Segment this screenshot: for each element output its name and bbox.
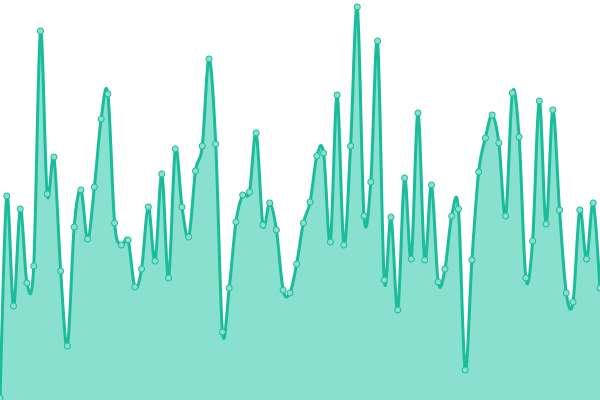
data-point-82 (549, 106, 557, 114)
data-markers (0, 3, 600, 400)
data-point-27 (178, 203, 186, 211)
data-point-1 (3, 192, 11, 200)
data-point-66 (441, 265, 449, 273)
data-point-68 (454, 205, 462, 213)
data-point-41 (272, 226, 280, 234)
data-point-35 (232, 218, 240, 226)
data-point-53 (353, 3, 361, 11)
data-point-79 (529, 237, 537, 245)
data-point-73 (488, 111, 496, 119)
data-point-52 (347, 142, 355, 150)
data-point-5 (30, 262, 38, 270)
data-point-59 (394, 306, 402, 314)
data-point-67 (448, 212, 456, 220)
data-point-14 (90, 183, 98, 191)
data-point-61 (407, 255, 415, 263)
data-point-50 (333, 91, 341, 99)
data-point-30 (198, 142, 206, 150)
data-point-13 (84, 235, 92, 243)
data-point-88 (589, 199, 597, 207)
data-point-51 (340, 241, 348, 249)
data-point-44 (293, 260, 301, 268)
data-point-80 (535, 97, 543, 105)
data-point-74 (495, 139, 503, 147)
data-point-77 (515, 133, 523, 141)
data-point-36 (239, 191, 247, 199)
data-point-47 (313, 152, 321, 160)
data-point-69 (461, 366, 469, 374)
data-point-78 (522, 274, 530, 282)
data-point-8 (50, 153, 58, 161)
data-point-70 (468, 256, 476, 264)
data-point-37 (245, 188, 253, 196)
data-point-6 (36, 27, 44, 35)
data-point-26 (171, 145, 179, 153)
data-point-46 (306, 198, 314, 206)
data-point-38 (252, 129, 260, 137)
data-point-83 (556, 206, 564, 214)
data-point-48 (320, 149, 328, 157)
data-point-60 (400, 174, 408, 182)
data-point-54 (360, 212, 368, 220)
data-point-86 (576, 206, 584, 214)
data-point-10 (63, 342, 71, 350)
data-point-34 (225, 284, 233, 292)
data-point-32 (212, 140, 220, 148)
data-point-87 (583, 255, 591, 263)
data-point-0 (0, 394, 4, 400)
data-point-40 (266, 199, 274, 207)
data-point-4 (23, 279, 31, 287)
data-point-57 (380, 276, 388, 284)
data-point-65 (434, 278, 442, 286)
series-area-fill (0, 6, 600, 400)
data-point-71 (475, 168, 483, 176)
data-point-31 (205, 55, 213, 63)
data-point-15 (97, 115, 105, 123)
data-point-62 (414, 109, 422, 117)
data-point-63 (421, 256, 429, 264)
data-point-29 (192, 167, 200, 175)
data-point-45 (299, 219, 307, 227)
data-point-12 (77, 186, 85, 194)
data-point-9 (57, 267, 65, 275)
data-point-7 (43, 190, 51, 198)
data-point-18 (117, 241, 125, 249)
data-point-16 (104, 90, 112, 98)
data-point-24 (158, 170, 166, 178)
data-point-81 (542, 220, 550, 228)
data-point-42 (279, 286, 287, 294)
data-point-49 (326, 238, 334, 246)
data-point-21 (138, 265, 146, 273)
data-point-2 (9, 302, 17, 310)
data-point-20 (131, 283, 139, 291)
data-point-17 (111, 219, 119, 227)
data-point-28 (185, 233, 193, 241)
data-point-25 (165, 274, 173, 282)
data-point-75 (502, 212, 510, 220)
data-point-22 (144, 203, 152, 211)
data-point-55 (367, 178, 375, 186)
data-point-85 (569, 298, 577, 306)
data-point-3 (16, 205, 24, 213)
data-point-19 (124, 236, 132, 244)
data-point-76 (508, 89, 516, 97)
data-point-56 (374, 37, 382, 45)
data-point-33 (218, 328, 226, 336)
data-point-58 (387, 213, 395, 221)
data-point-64 (427, 181, 435, 189)
data-point-84 (562, 289, 570, 297)
data-point-39 (259, 221, 267, 229)
data-point-72 (481, 134, 489, 142)
data-point-23 (151, 257, 159, 265)
data-point-43 (286, 289, 294, 297)
data-point-11 (70, 223, 78, 231)
data-point-89 (596, 284, 600, 292)
